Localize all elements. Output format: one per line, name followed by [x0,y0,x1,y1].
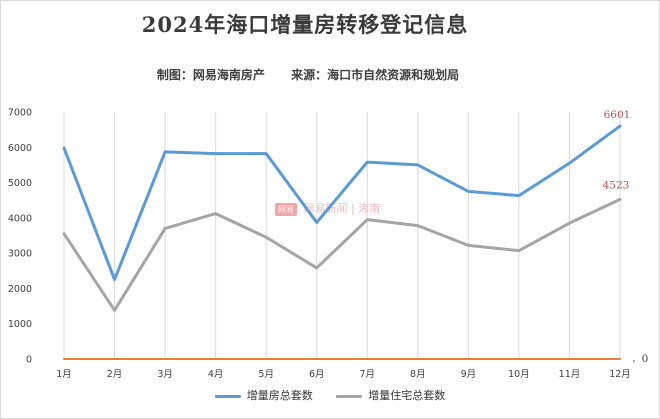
x-tick-label: 3月 [157,369,173,380]
x-tick-label: 5月 [258,369,274,380]
data-label-residential: 4523 [603,179,630,191]
watermark: 网易 网易新闻 | 海南 [275,200,380,216]
series-line-residential [62,197,622,312]
subtitle-maker: 制图：网易海南房产 [156,68,265,82]
y-tick-label: 3000 [8,249,32,260]
x-tick-label: 8月 [410,369,426,380]
x-tick-label: 4月 [208,369,224,380]
x-tick-label: 7月 [359,369,375,380]
chart-subtitle: 制图：网易海南房产 来源：海口市自然资源和规划局 [0,66,616,83]
x-tick-label: 2月 [107,369,123,380]
data-label-total: 6601 [604,109,631,121]
subtitle-source: 来源：海口市自然资源和规划局 [291,68,460,82]
y-tick-label: 1000 [8,319,32,330]
watermark-suffix: | 海南 [351,202,381,215]
chart-title: 2024年海口增量房转移登记信息 [141,12,469,37]
y-tick-label: 4000 [8,213,32,224]
legend-item-residential: 增量住宅总套数 [336,387,445,403]
y-tick-label: 0 [26,355,32,366]
y-tick-label: 2000 [8,284,32,295]
legend-swatch-residential [336,394,363,398]
watermark-logo: 网易 [275,202,297,216]
y-tick-label: 6000 [8,143,32,154]
y-tick-label: 7000 [8,108,32,119]
legend-label-total: 增量房总套数 [246,389,313,402]
x-tick-label: 12月 [609,369,631,380]
legend-label-residential: 增量住宅总套数 [368,389,446,402]
x-tick-label: 10月 [508,369,530,380]
x-tick-label: 9月 [461,369,477,380]
legend-item-total: 增量房总套数 [214,387,313,403]
x-tick-label: 1月 [56,369,72,380]
chart-legend: 增量房总套数 增量住宅总套数 [0,387,660,403]
x-tick-label: 6月 [309,369,325,380]
x-tick-label: 11月 [559,369,581,380]
y-tick-label: 5000 [8,178,32,189]
data-label-zero-comma: , [632,352,635,364]
series-line-total [62,124,622,282]
watermark-text: 网易新闻 [303,202,348,215]
legend-swatch-total [214,394,241,398]
data-label-zero: 0 [642,353,649,365]
